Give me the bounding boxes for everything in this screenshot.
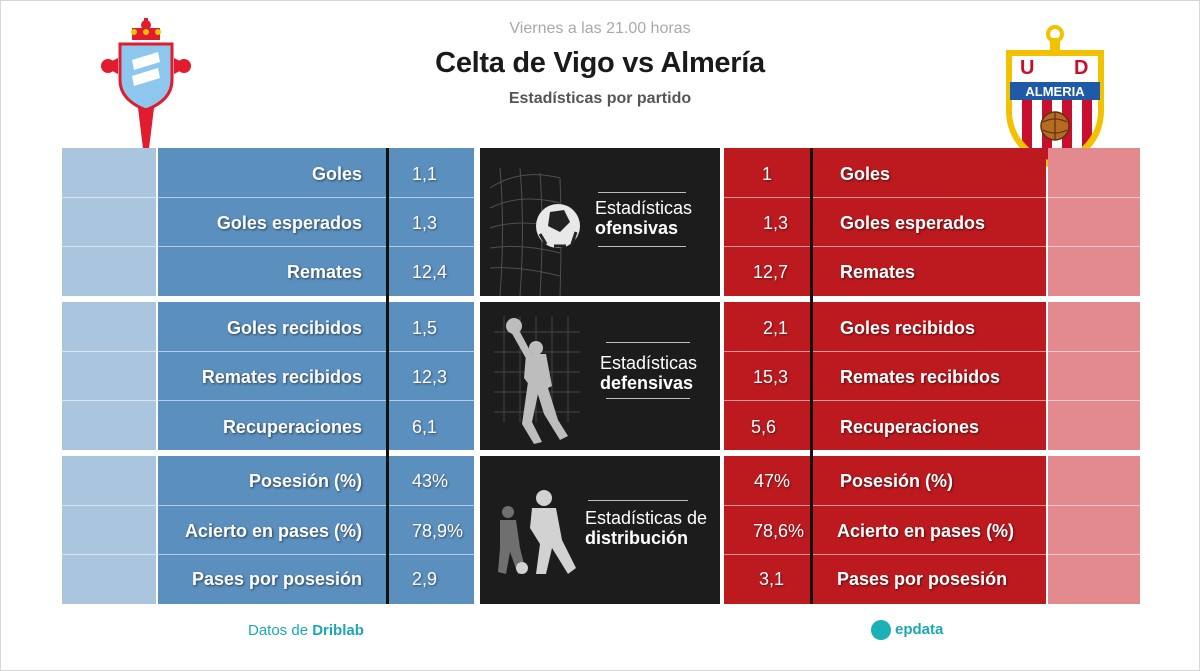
- epdata-logo-icon: [871, 620, 891, 640]
- match-time: Viernes a las 21.00 horas: [509, 20, 691, 37]
- home-section-block: [158, 302, 474, 450]
- stat-label-home: Recuperaciones: [222, 417, 362, 437]
- celta-crest-icon: [101, 18, 191, 173]
- stat-label-home: Acierto en pases (%): [184, 521, 362, 541]
- panel-title-light: Estadísticas: [600, 353, 698, 373]
- stat-value-home: 1,3: [412, 213, 438, 233]
- stat-value-away: 5,6: [750, 417, 776, 437]
- stat-value-away: 2,1: [762, 318, 788, 338]
- source-name: Driblab: [312, 622, 364, 639]
- stat-label-home: Goles: [311, 164, 362, 184]
- away-section-block: [724, 148, 1046, 296]
- stat-value-home: 43%: [412, 471, 449, 491]
- stat-value-away: 1,3: [762, 213, 788, 233]
- away-section-block: [724, 302, 1046, 450]
- away-section-block: [724, 456, 1046, 604]
- data-source: Datos de Driblab: [248, 622, 364, 639]
- page-title: Celta de Vigo vs Almería: [435, 47, 765, 79]
- stat-label-home: Remates: [286, 262, 362, 282]
- stat-value-away: 47%: [753, 471, 790, 491]
- stat-label-away: Goles esperados: [840, 213, 986, 233]
- section-panel-distribution: Estadísticas de distribución: [480, 456, 720, 604]
- players-icon: [498, 490, 576, 574]
- home-side-block: [62, 456, 156, 604]
- crest-band-text: ALMERIA: [1025, 84, 1085, 99]
- stat-value-home: 1,5: [412, 318, 438, 338]
- crest-letter-u: U: [1020, 57, 1034, 79]
- home-divider: [386, 148, 389, 604]
- stat-value-away: 78,6%: [752, 521, 804, 541]
- section-panel-defensive: Estadísticas defensivas: [480, 302, 720, 450]
- stat-value-away: 15,3: [752, 367, 788, 387]
- panel-title-light: Estadísticas: [595, 198, 693, 218]
- stat-label-away: Recuperaciones: [840, 417, 980, 437]
- stat-label-away: Posesión (%): [840, 471, 954, 491]
- stat-label-home: Goles recibidos: [226, 318, 362, 338]
- source-prefix: Datos de: [248, 622, 309, 639]
- home-side-block: [62, 302, 156, 450]
- soccer-ball-net-icon: [489, 167, 580, 296]
- away-side-block: [1048, 302, 1140, 450]
- stat-label-away: Pases por posesión: [837, 569, 1008, 589]
- home-section-block: [158, 456, 474, 604]
- stat-label-away: Acierto en pases (%): [837, 521, 1015, 541]
- stat-label-away: Remates recibidos: [840, 367, 1001, 387]
- stat-value-home: 78,9%: [412, 521, 464, 541]
- stat-label-away: Remates: [840, 262, 916, 282]
- brand-name: epdata: [895, 620, 944, 638]
- page-subtitle: Estadísticas por partido: [508, 90, 692, 107]
- brand-logo: epdata: [871, 620, 943, 640]
- stat-value-home: 1,1: [412, 164, 438, 184]
- stat-label-home: Remates recibidos: [201, 367, 362, 387]
- panel-title-light: Estadísticas de: [585, 508, 708, 528]
- stat-value-home: 6,1: [412, 417, 438, 437]
- stat-value-home: 12,4: [412, 262, 448, 282]
- stat-value-home: 12,3: [412, 367, 448, 387]
- away-side-block: [1048, 456, 1140, 604]
- stat-label-home: Pases por posesión: [191, 569, 362, 589]
- away-side-block: [1048, 148, 1140, 296]
- home-section-block: [158, 148, 474, 296]
- stat-value-home: 2,9: [412, 569, 438, 589]
- panel-title-bold: ofensivas: [595, 218, 679, 238]
- stat-label-away: Goles: [840, 164, 891, 184]
- stat-value-away: 12,7: [752, 262, 788, 282]
- home-side-block: [62, 148, 156, 296]
- crest-letter-d: D: [1074, 57, 1088, 79]
- stat-label-away: Goles recibidos: [840, 318, 976, 338]
- away-divider: [810, 148, 813, 604]
- stat-label-home: Goles esperados: [216, 213, 362, 233]
- stat-value-away: 1: [761, 164, 772, 184]
- goalkeeper-icon: [494, 316, 580, 444]
- panel-title-bold: defensivas: [600, 373, 694, 393]
- stat-value-away: 3,1: [758, 569, 784, 589]
- stat-label-home: Posesión (%): [248, 471, 362, 491]
- panel-title-bold: distribución: [585, 528, 688, 548]
- section-panel-offensive: Estadísticas ofensivas: [480, 148, 720, 296]
